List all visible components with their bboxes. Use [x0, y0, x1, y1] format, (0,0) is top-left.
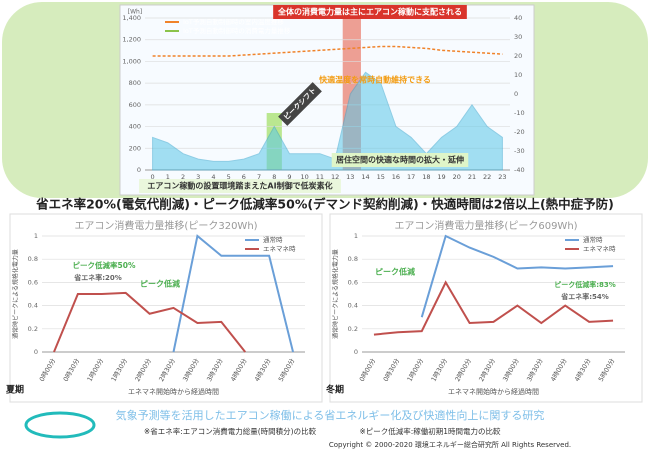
- annotation: ピーク低減率:83%: [554, 280, 616, 289]
- annotation: 全体の消費電力量は主にエアコン稼動に支配される: [277, 7, 462, 17]
- annotation-box: [278, 82, 322, 126]
- x-tick-label: 23: [498, 173, 506, 181]
- x-tick-label: 16: [392, 173, 400, 181]
- y-tick-label: 0.8: [348, 255, 358, 263]
- x-tick-label: 8: [272, 173, 276, 181]
- y-tick-label: 0.2: [348, 325, 358, 333]
- annotation: ピーク低減: [375, 267, 415, 277]
- line: [53, 291, 247, 353]
- y2-tick-label: 40: [514, 14, 522, 22]
- line: [152, 45, 503, 57]
- y-tick-label: 0.2: [28, 325, 38, 333]
- y-tick-label: 1: [354, 232, 358, 240]
- y2-tick-label: 20: [514, 52, 522, 60]
- y-tick-label: 0.4: [348, 302, 358, 310]
- summer-panel: [9, 213, 323, 403]
- winter-panel: [329, 213, 643, 403]
- x-tick-label: 0: [151, 173, 155, 181]
- x-tick-label: 14: [361, 173, 369, 181]
- x-tick-label: 1: [166, 173, 170, 181]
- y-axis-label: [Wh]: [128, 9, 142, 16]
- y-tick-label: 0.6: [348, 278, 358, 286]
- x-tick-label: 13: [346, 173, 354, 181]
- annotation: 快適温度を常時自動維持できる: [319, 75, 431, 85]
- logo: [24, 411, 96, 439]
- annotation: ピーク低減: [140, 279, 180, 289]
- x-tick-label: 18: [422, 173, 430, 181]
- y2-tick-label: 0: [514, 90, 518, 98]
- x-tick-label: 11: [316, 173, 324, 181]
- x-axis-label: エネマネ開始時から経過時間: [448, 387, 539, 396]
- footer-note: ※ピーク低減率:稼働初期1時間電力の比較: [359, 426, 501, 436]
- y-tick-label: 1: [34, 232, 38, 240]
- x-tick-label: 21: [468, 173, 476, 181]
- x-tick-label: 22: [483, 173, 491, 181]
- annotation: 居住空間の快適な時間の拡大・延伸: [336, 155, 464, 165]
- copyright: Copyright © 2000-2020 環境エネルギー総合研究所 All R…: [329, 440, 571, 449]
- annotation: エアコン稼動の設置環境踏まえたAI制御で低炭素化: [147, 181, 332, 191]
- season-label: 冬期: [326, 384, 344, 396]
- legend-label: IoT予測自動制御時の消費電力量推移: [183, 26, 291, 35]
- x-tick-label: 2: [181, 173, 185, 181]
- y-tick-label: 200: [129, 144, 141, 152]
- y-tick-label: 0.6: [28, 278, 38, 286]
- annotation-box: [273, 5, 467, 19]
- legend-label: 通常時: [583, 235, 603, 244]
- x-tick-label: 20: [453, 173, 461, 181]
- y-axis-label: 通常時ピークによる規格化電力量: [12, 249, 20, 339]
- legend-label: IoT予測自動制御時の室内温度推移: [183, 17, 284, 26]
- chart-title: エアコン消費電力量推移(ピーク320Wh): [74, 219, 257, 232]
- x-tick-label: 5: [227, 173, 231, 181]
- x-tick-label: 6: [242, 173, 246, 181]
- y-axis-label: 通常時ピークによる規格化電力量: [332, 249, 340, 339]
- annotation: ピーク低減率50%: [73, 260, 136, 270]
- x-tick-label: 19: [437, 173, 445, 181]
- legend-label: 通常時: [263, 235, 283, 244]
- x-tick-label: 7: [257, 173, 261, 181]
- x-tick-label: 4: [211, 173, 215, 181]
- y-tick-label: 0.8: [28, 255, 38, 263]
- y-tick-label: 1,400: [122, 14, 141, 22]
- legend-label: エネマネ時: [263, 245, 296, 253]
- y2-tick-label: 10: [514, 71, 522, 79]
- y2-tick-label: -10: [514, 109, 525, 117]
- footer-title: 気象予測等を活用したエアコン稼働による省エネルギー化及び快適性向上に関する研究: [116, 408, 545, 422]
- season-label: 夏期: [5, 384, 24, 396]
- x-axis-label: エネマネ開始時から経過時間: [128, 387, 219, 396]
- y-tick-label: 0: [137, 166, 141, 174]
- footer-note: ※省エネ率:エアコン消費電力総量(時間積分)の比較: [144, 426, 317, 436]
- y2-tick-label: -40: [514, 166, 525, 174]
- x-tick-label: 17: [407, 173, 415, 181]
- annotation: 省エネ率:20%: [73, 273, 122, 282]
- line: [420, 234, 614, 318]
- y2-tick-label: 30: [514, 33, 522, 41]
- y-tick-label: 0: [354, 348, 358, 356]
- y-tick-label: 400: [129, 123, 141, 131]
- x-tick-label: 9: [287, 173, 291, 181]
- x-tick-label: 15: [377, 173, 385, 181]
- y-tick-label: 600: [129, 101, 141, 109]
- line: [172, 234, 295, 353]
- x-tick-label: 10: [301, 173, 309, 181]
- x-tick-label: 3: [196, 173, 200, 181]
- y2-tick-label: -30: [514, 147, 525, 155]
- y-tick-label: 1,000: [122, 57, 141, 65]
- y-tick-label: 800: [129, 79, 141, 87]
- annotation: 省エネ率:54%: [560, 292, 609, 301]
- y-tick-label: 0.4: [28, 302, 38, 310]
- legend-label: エネマネ時: [583, 245, 616, 253]
- y2-tick-label: -20: [514, 128, 525, 136]
- y-tick-label: 1,200: [122, 36, 141, 44]
- line: [373, 280, 614, 336]
- annotation-box: [139, 179, 341, 193]
- headline: 省エネ率20%(電気代削減)・ピーク低減率50%(デマンド契約削減)・快適時間は…: [35, 197, 614, 212]
- x-tick-label: 12: [331, 173, 339, 181]
- y-tick-label: 0: [34, 348, 38, 356]
- chart-title: エアコン消費電力量推移(ピーク609Wh): [394, 219, 577, 232]
- annotation-box: [331, 153, 469, 167]
